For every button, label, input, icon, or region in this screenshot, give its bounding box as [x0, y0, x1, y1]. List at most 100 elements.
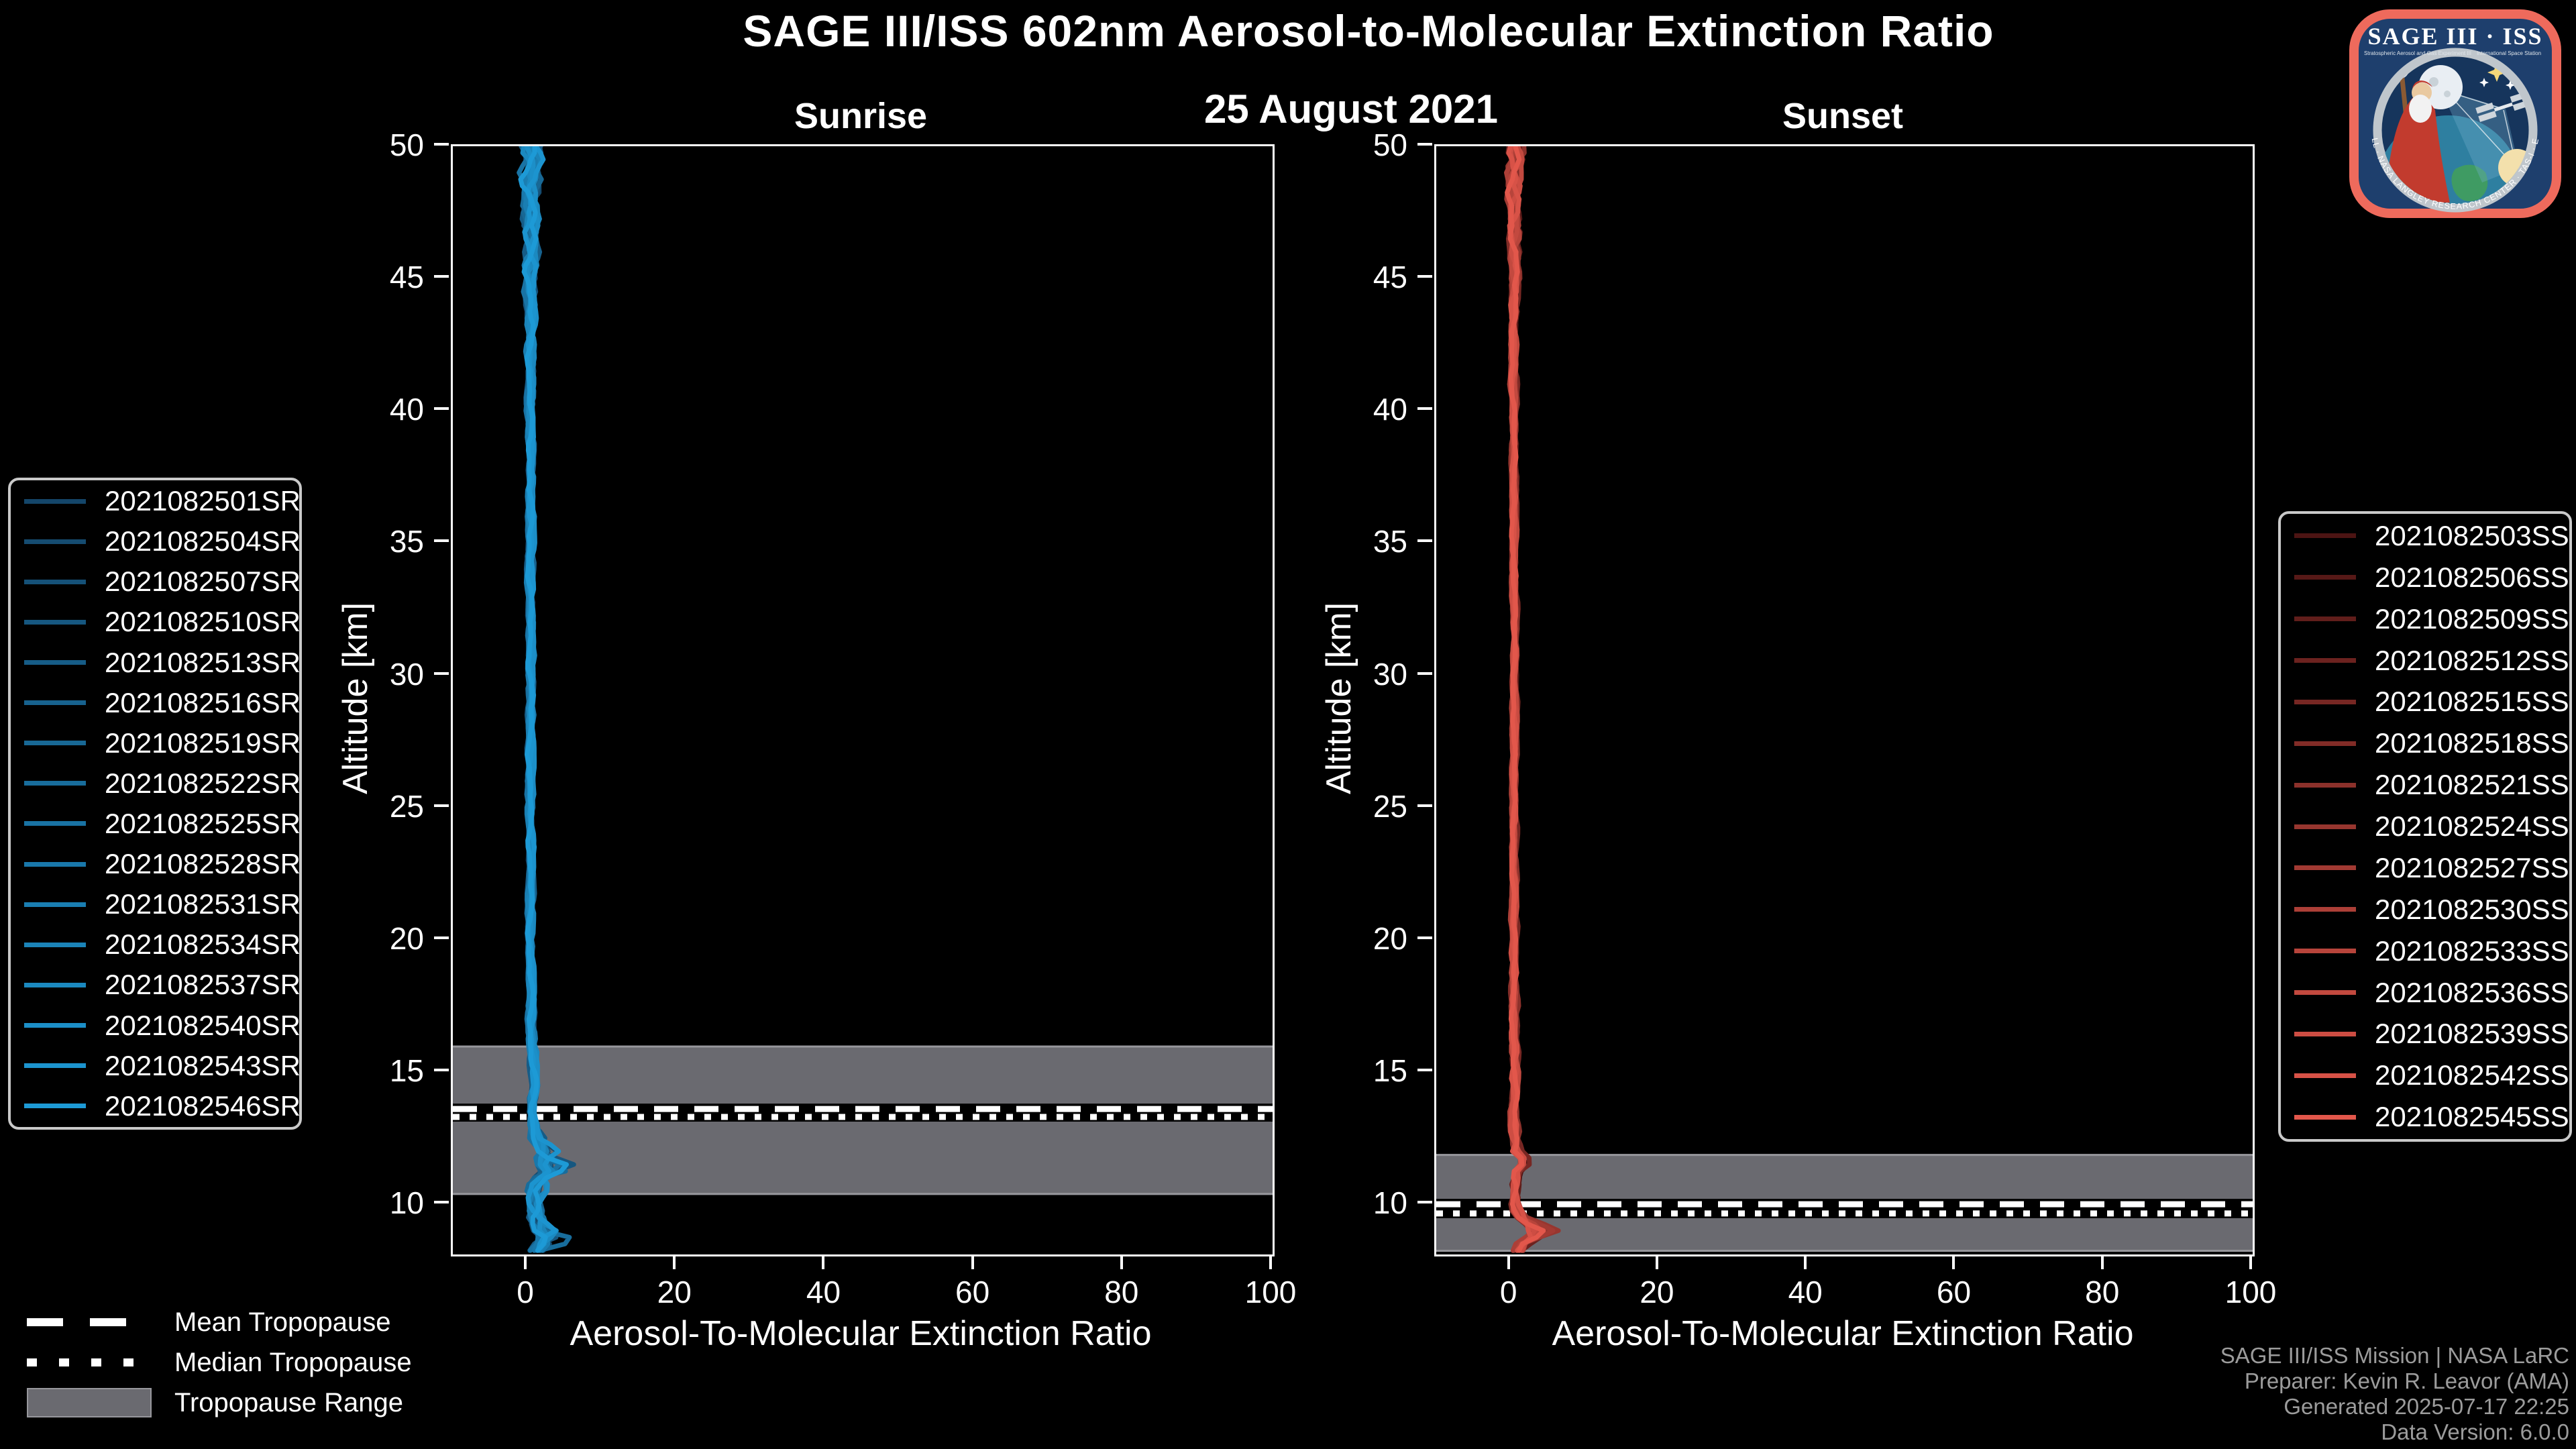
- legend-line-swatch: [24, 781, 86, 786]
- x-tick-label: 20: [1640, 1275, 1674, 1309]
- y-tick-mark: [1417, 407, 1432, 411]
- mean-tropopause-dash-swatch: [27, 1318, 152, 1326]
- sage-iii-iss-mission-patch: SAGE III · ISS Stratospheric Aerosol and…: [2348, 8, 2561, 218]
- legend-line-swatch: [2294, 658, 2356, 663]
- legend-event-label: 2021082527SS: [2375, 851, 2569, 883]
- panel-title-sunset: Sunset: [1782, 96, 1904, 136]
- legend-line-swatch: [2294, 575, 2356, 580]
- y-tick-label: 35: [1373, 524, 1407, 559]
- x-tick-mark: [2100, 1254, 2104, 1269]
- patch-scene: [2381, 61, 2529, 204]
- x-tick-mark: [1507, 1254, 1510, 1269]
- legend-row-2021082536SS: 2021082536SS: [2281, 973, 2569, 1012]
- tropopause-range-swatch: [27, 1388, 152, 1417]
- legend-event-label: 2021082506SS: [2375, 561, 2569, 593]
- profile-line-2021082545SS: [1505, 146, 1546, 1253]
- y-tick-label: 10: [1373, 1185, 1407, 1221]
- legend-line-swatch: [24, 942, 86, 947]
- x-tick-mark: [971, 1254, 974, 1269]
- legend-line-swatch: [2294, 824, 2356, 829]
- legend-event-label: 2021082519SR: [105, 727, 301, 759]
- legend-event-label: 2021082510SR: [105, 606, 301, 638]
- legend-line-swatch: [24, 700, 86, 706]
- legend-event-label: 2021082518SS: [2375, 727, 2569, 759]
- tropopause-range-label: Tropopause Range: [174, 1387, 403, 1417]
- y-tick-mark: [1417, 539, 1432, 543]
- legend-line-swatch: [24, 861, 86, 867]
- y-tick-mark: [434, 804, 449, 807]
- moon-crater: [2444, 91, 2451, 97]
- legend-event-label: 2021082525SR: [105, 807, 301, 839]
- legend-event-label: 2021082504SR: [105, 525, 301, 557]
- y-tick-label: 20: [389, 920, 424, 956]
- x-tick-label: 60: [1936, 1275, 1972, 1309]
- legend-event-label: 2021082516SR: [105, 686, 301, 718]
- legend-line-swatch: [24, 498, 86, 504]
- legend-row-2021082519SR: 2021082519SR: [11, 724, 301, 763]
- mean-tropopause-label: Mean Tropopause: [174, 1307, 391, 1337]
- legend-line-swatch: [2294, 990, 2356, 995]
- legend-row-2021082531SR: 2021082531SR: [11, 885, 301, 924]
- y-tick-mark: [434, 1201, 449, 1204]
- x-tick-mark: [2249, 1254, 2252, 1269]
- legend-event-label: 2021082539SS: [2375, 1018, 2569, 1050]
- legend-event-label: 2021082513SR: [105, 646, 301, 678]
- legend-row-2021082510SR: 2021082510SR: [11, 602, 301, 641]
- sunrise-y-axis-label: Altitude [km]: [336, 602, 375, 795]
- x-tick-mark: [1952, 1254, 1955, 1269]
- y-tick-mark: [434, 143, 449, 146]
- legend-row-2021082506SS: 2021082506SS: [2281, 558, 2569, 597]
- patch-title: SAGE III · ISS: [2367, 23, 2542, 50]
- legend-line-swatch: [2294, 533, 2356, 539]
- x-tick-mark: [1804, 1254, 1807, 1269]
- median-tropopause-dot-swatch: [27, 1358, 152, 1366]
- legend-row-2021082539SS: 2021082539SS: [2281, 1014, 2569, 1053]
- legend-line-swatch: [24, 619, 86, 625]
- y-tick-mark: [1417, 672, 1432, 675]
- sunset-legend: 2021082503SS 2021082506SS 2021082509SS 2021…: [2278, 511, 2572, 1142]
- legend-event-label: 2021082501SR: [105, 485, 301, 517]
- legend-line-swatch: [24, 1063, 86, 1069]
- legend-line-swatch: [2294, 782, 2356, 788]
- attribution-mission: SAGE III/ISS Mission | NASA LaRC: [2220, 1343, 2569, 1368]
- legend-row-2021082540SR: 2021082540SR: [11, 1006, 301, 1045]
- legend-event-label: 2021082521SS: [2375, 769, 2569, 801]
- legend-row-2021082527SS: 2021082527SS: [2281, 849, 2569, 888]
- light-beam: [2440, 89, 2519, 182]
- attribution-data-version: Data Version: 6.0.0: [2381, 1419, 2569, 1444]
- figure-date: 25 August 2021: [1204, 87, 1498, 131]
- x-tick-label: 80: [1104, 1275, 1139, 1309]
- sight-line: [2448, 93, 2515, 166]
- x-tick-label: 100: [2224, 1275, 2277, 1309]
- attribution-block: SAGE III/ISS Mission | NASA LaRC Prepare…: [2220, 1343, 2569, 1445]
- y-tick-mark: [434, 539, 449, 543]
- y-tick-label: 40: [389, 392, 424, 427]
- legend-row-2021082516SR: 2021082516SR: [11, 684, 301, 722]
- legend-event-label: 2021082524SS: [2375, 810, 2569, 842]
- moon-crater: [2429, 77, 2438, 87]
- legend-line-swatch: [24, 539, 86, 544]
- y-tick-mark: [434, 936, 449, 939]
- x-tick-label: 0: [1499, 1275, 1517, 1309]
- legend-line-swatch: [24, 660, 86, 665]
- legend-line-swatch: [24, 579, 86, 584]
- y-tick-label: 15: [1373, 1053, 1407, 1088]
- legend-row-2021082534SR: 2021082534SR: [11, 925, 301, 964]
- legend-line-swatch: [24, 1104, 86, 1109]
- y-tick-label: 40: [1373, 392, 1407, 427]
- y-tick-label: 20: [1373, 920, 1407, 956]
- legend-line-swatch: [2294, 907, 2356, 912]
- y-tick-label: 45: [1373, 260, 1407, 295]
- y-tick-mark: [1417, 275, 1432, 278]
- legend-line-swatch: [2294, 1031, 2356, 1036]
- tropopause-legend-mean-row: Mean Tropopause: [27, 1307, 412, 1338]
- tropopause-range-bottom-edge: [453, 1193, 1273, 1195]
- x-tick-mark: [673, 1254, 676, 1269]
- attribution-generated: Generated 2025-07-17 22:25: [2284, 1394, 2569, 1419]
- tropopause-legend: Mean Tropopause Median Tropopause Tropop…: [27, 1307, 412, 1418]
- x-tick-label: 40: [1788, 1275, 1823, 1309]
- legend-line-swatch: [24, 821, 86, 826]
- legend-event-label: 2021082534SR: [105, 928, 301, 961]
- legend-row-2021082546SR: 2021082546SR: [11, 1087, 301, 1126]
